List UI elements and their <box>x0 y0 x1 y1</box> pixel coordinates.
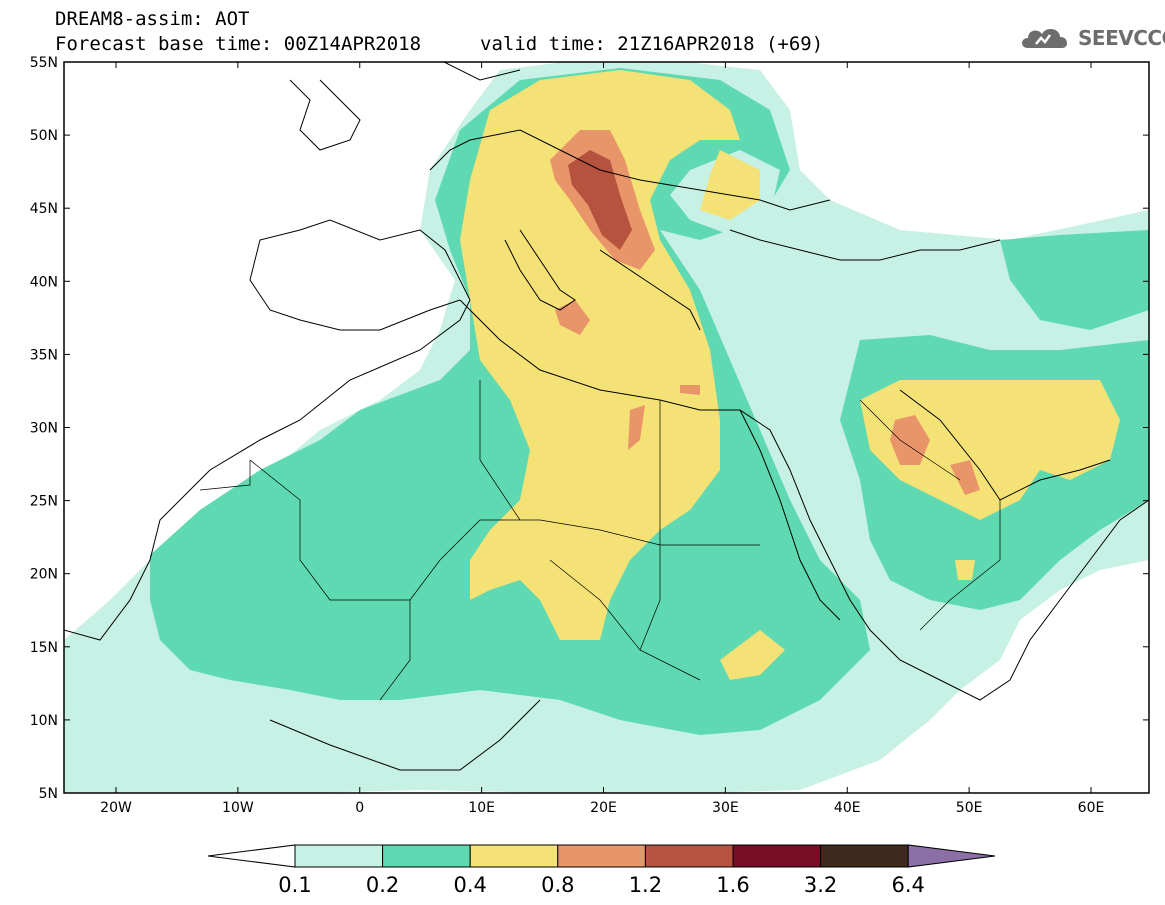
axis-ticks <box>64 61 1149 794</box>
lon-labels: 20W 10W 0 10E 20E 30E 40E 50E 60E <box>100 800 1104 816</box>
colorbar-label: 1.6 <box>716 873 749 897</box>
aot-contour-0.4 <box>460 70 1120 680</box>
lon-label: 10E <box>468 800 495 816</box>
lat-label: 45N <box>30 201 58 217</box>
lat-label: 35N <box>30 347 58 363</box>
aot-contour-1.2 <box>568 150 632 250</box>
lon-label: 0 <box>355 800 364 816</box>
colorbar-label: 0.8 <box>541 873 574 897</box>
lat-label: 40N <box>30 274 58 290</box>
colorbar-max-arrow <box>907 844 996 868</box>
lat-labels: 55N 50N 45N 40N 35N 30N 25N 20N 15N 10N 5N <box>30 55 58 802</box>
colorbar-box <box>820 844 909 868</box>
colorbar-box <box>732 844 822 868</box>
lat-label: 50N <box>30 128 58 144</box>
colorbar <box>207 844 996 868</box>
logo-text: SEEVCCC <box>1078 26 1165 50</box>
lat-label: 20N <box>30 567 58 583</box>
colorbar-label: 0.1 <box>278 873 311 897</box>
colorbar-min-arrow <box>207 844 296 868</box>
colorbar-box <box>382 844 471 868</box>
seevccc-logo: SEEVCCC <box>1018 22 1165 54</box>
lon-label: 20E <box>590 800 617 816</box>
lon-label: 40E <box>834 800 861 816</box>
lon-label: 50E <box>956 800 983 816</box>
colorbar-labels: 0.1 0.2 0.4 0.8 1.2 1.6 3.2 6.4 <box>278 873 925 897</box>
lon-label: 30E <box>712 800 739 816</box>
lat-label: 5N <box>39 786 58 802</box>
lat-label: 10N <box>30 713 58 729</box>
lat-label: 25N <box>30 494 58 510</box>
lon-label: 10W <box>222 800 254 816</box>
valid-time: valid time: 21Z16APR2018 (+69) <box>480 33 824 55</box>
colorbar-box <box>294 844 384 868</box>
colorbar-label: 1.2 <box>629 873 662 897</box>
colorbar-label: 0.4 <box>453 873 486 897</box>
lat-label: 15N <box>30 640 58 656</box>
forecast-base-time: Forecast base time: 00Z14APR2018 <box>55 33 422 55</box>
lat-label: 30N <box>30 421 58 437</box>
colorbar-label: 0.2 <box>366 873 399 897</box>
cloud-icon <box>1022 28 1068 48</box>
colorbar-box <box>469 844 559 868</box>
lon-label: 20W <box>100 800 132 816</box>
aot-field <box>64 62 1149 793</box>
lon-label: 60E <box>1078 800 1105 816</box>
colorbar-box <box>557 844 646 868</box>
colorbar-label: 3.2 <box>804 873 837 897</box>
coastlines <box>64 62 1149 771</box>
country-borders <box>199 380 1001 701</box>
colorbar-box <box>644 844 734 868</box>
colorbar-label: 6.4 <box>891 873 924 897</box>
map-title: DREAM8-assim: AOT <box>55 8 250 30</box>
lat-label: 55N <box>30 55 58 71</box>
